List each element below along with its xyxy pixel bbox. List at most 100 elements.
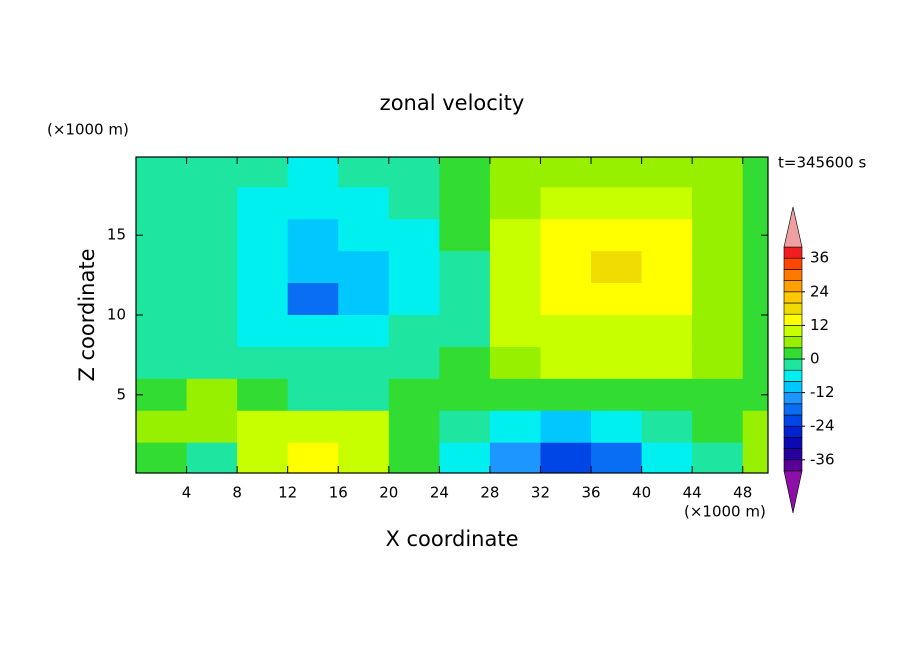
- contour-cell: [338, 157, 390, 188]
- x-tick-label: 32: [531, 484, 550, 502]
- contour-cell: [489, 346, 541, 380]
- contour-cell: [641, 315, 693, 348]
- contour-cell: [439, 251, 491, 284]
- contour-cell: [136, 283, 188, 316]
- contour-cell: [136, 157, 188, 188]
- contour-cell: [742, 346, 768, 380]
- contour-cell: [338, 442, 390, 473]
- contour-cell: [186, 283, 238, 316]
- contour-cell: [641, 251, 693, 284]
- contour-cell: [439, 410, 491, 444]
- contour-cell: [186, 346, 238, 380]
- contour-cell: [237, 378, 289, 412]
- x-tick-label: 20: [379, 484, 398, 502]
- contour-cell: [186, 157, 238, 188]
- colorbar-label: -12: [810, 383, 835, 401]
- colorbar-segment: [783, 448, 803, 461]
- contour-cell: [439, 219, 491, 252]
- contour-cell: [237, 283, 289, 316]
- contour-cell: [591, 157, 643, 188]
- contour-cell: [338, 283, 390, 316]
- y-tick-label: 5: [116, 385, 126, 403]
- contour-cell: [489, 219, 541, 252]
- contour-cell: [591, 410, 643, 444]
- contour-cell: [388, 219, 440, 252]
- contour-cell: [136, 315, 188, 348]
- colorbar-segment: [783, 313, 803, 326]
- contour-cell: [388, 283, 440, 316]
- colorbar-segment: [783, 358, 803, 371]
- colorbar-segment: [783, 437, 803, 449]
- contour-cell: [439, 442, 491, 473]
- contour-cell: [287, 315, 339, 348]
- x-tick-label: 44: [683, 484, 702, 502]
- contour-cell: [388, 410, 440, 444]
- contour-cell: [692, 315, 744, 348]
- colorbar-segment: [783, 414, 803, 427]
- contour-cell: [388, 378, 440, 412]
- contour-cell: [641, 187, 693, 220]
- chart-title: zonal velocity: [380, 91, 525, 115]
- x-tick-label: 16: [329, 484, 348, 502]
- contour-cell: [136, 410, 188, 444]
- colorbar-segment: [783, 392, 803, 405]
- contour-cell: [692, 219, 744, 252]
- contour-cell: [338, 410, 390, 444]
- contour-cell: [388, 346, 440, 380]
- contour-cell: [237, 187, 289, 220]
- contour-cell: [692, 346, 744, 380]
- contour-cell: [540, 346, 592, 380]
- contour-cell: [338, 219, 390, 252]
- contour-cell: [287, 187, 339, 220]
- contour-cell: [388, 442, 440, 473]
- x-tick-label: 40: [632, 484, 651, 502]
- contour-cell: [692, 378, 744, 412]
- contour-cell: [338, 187, 390, 220]
- contour-cell: [237, 157, 289, 188]
- x-tick-label: 36: [581, 484, 600, 502]
- contour-cell: [591, 187, 643, 220]
- colorbar-extension: [783, 470, 803, 514]
- colorbar-segment: [783, 257, 803, 270]
- x-tick-label: 48: [733, 484, 752, 502]
- contour-cell: [237, 410, 289, 444]
- contour-cell: [641, 219, 693, 252]
- contour-cell: [338, 315, 390, 348]
- contour-cell: [489, 187, 541, 220]
- contour-cell: [489, 315, 541, 348]
- contour-cell: [641, 283, 693, 316]
- colorbar-segment: [783, 425, 803, 438]
- contour-cell: [591, 442, 643, 473]
- contour-cell: [641, 378, 693, 412]
- y-axis-label: Z coordinate: [75, 248, 99, 381]
- contour-cell: [388, 187, 440, 220]
- contour-cell: [540, 187, 592, 220]
- contour-cell: [641, 346, 693, 380]
- contour-cell: [388, 251, 440, 284]
- contour-cell: [287, 442, 339, 473]
- contour-cell: [692, 410, 744, 444]
- contour-cell: [692, 251, 744, 284]
- colorbar-label: -24: [810, 417, 835, 435]
- contour-cell: [439, 187, 491, 220]
- x-tick-label: 28: [480, 484, 499, 502]
- contour-cell: [439, 283, 491, 316]
- contour-cell: [641, 157, 693, 188]
- colorbar-label: 0: [810, 350, 820, 368]
- contour-cell: [136, 187, 188, 220]
- colorbar-segment: [783, 403, 803, 416]
- contour-cell: [186, 410, 238, 444]
- contour-cell: [540, 442, 592, 473]
- contour-cell: [540, 251, 592, 284]
- foreground: zonal velocity X coordinate Z coordinate…: [47, 91, 866, 551]
- contour-cell: [540, 283, 592, 316]
- contour-cell: [591, 283, 643, 316]
- contour-cell: [591, 315, 643, 348]
- contour-cell: [186, 442, 238, 473]
- field: [136, 157, 768, 473]
- colorbar-extension: [783, 206, 803, 248]
- contour-cell: [692, 157, 744, 188]
- contour-cell: [136, 251, 188, 284]
- contour-cell: [338, 251, 390, 284]
- contour-cell: [237, 442, 289, 473]
